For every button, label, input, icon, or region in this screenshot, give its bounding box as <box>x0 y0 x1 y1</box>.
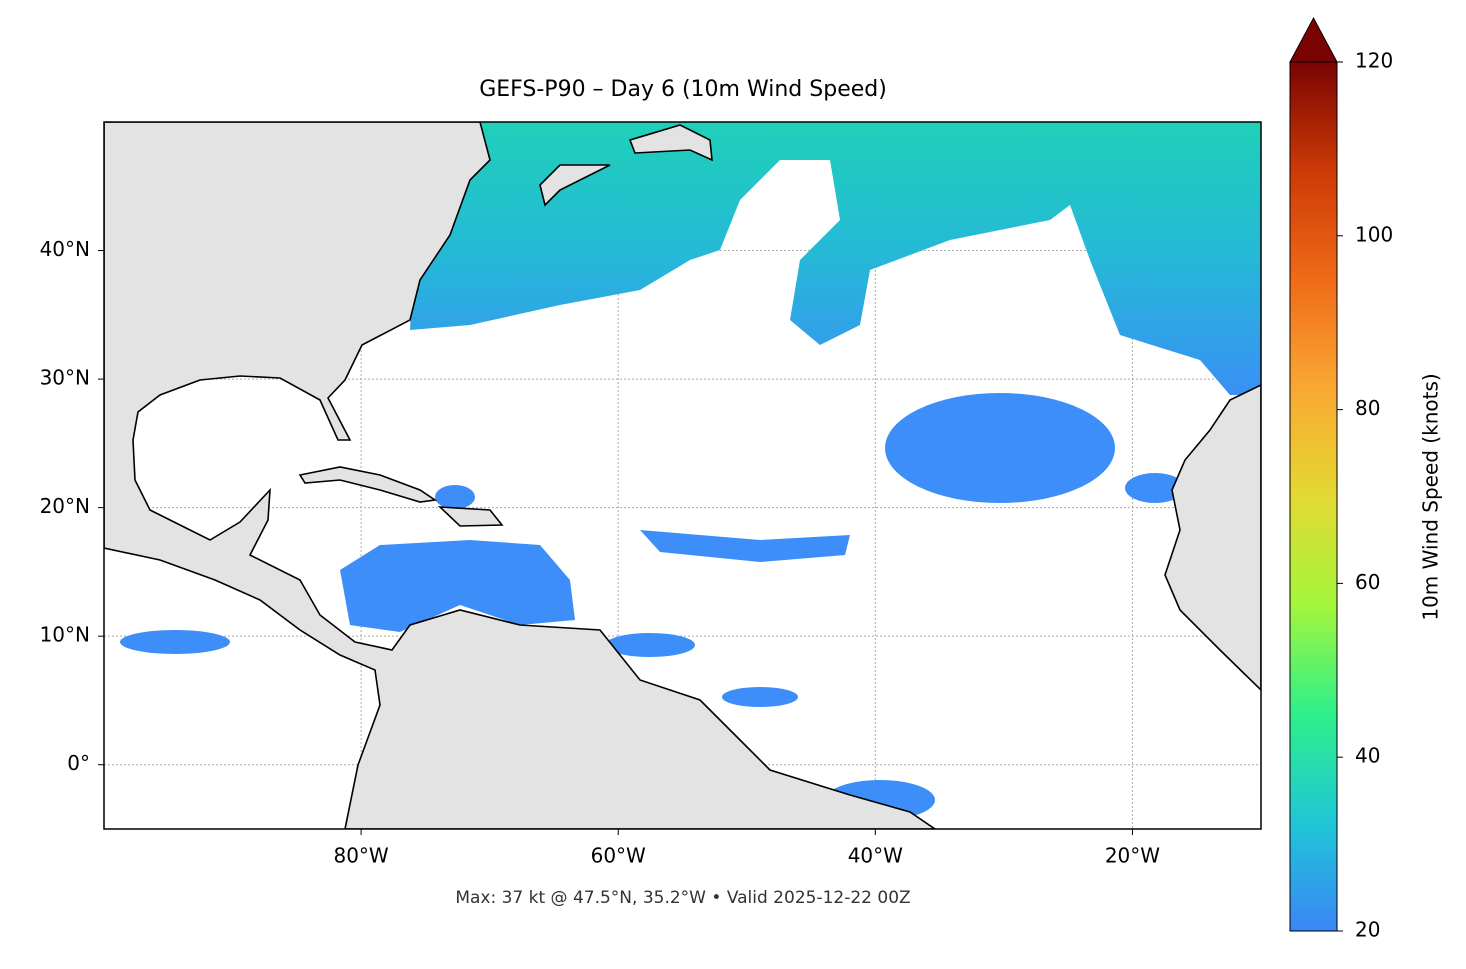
wind-field <box>605 633 695 657</box>
y-tick-label: 0° <box>67 751 90 775</box>
wind-field <box>340 540 575 632</box>
land <box>104 122 937 829</box>
colorbar-tick-label: 40 <box>1355 744 1380 768</box>
colorbar-tick-label: 60 <box>1355 570 1380 594</box>
wind-field <box>120 630 230 654</box>
x-tick-label: 60°W <box>591 844 646 868</box>
y-tick-label: 10°N <box>40 623 90 647</box>
wind-field <box>722 687 798 707</box>
x-tick-label: 40°W <box>848 844 903 868</box>
colorbar-extend <box>1289 16 1338 63</box>
y-tick-label: 30°N <box>40 366 90 390</box>
colorbar-label: 10m Wind Speed (knots) <box>1419 373 1443 620</box>
annotation: Max: 37 kt @ 47.5°N, 35.2°W • Valid 2025… <box>455 888 910 908</box>
chart-title: GEFS-P90 – Day 6 (10m Wind Speed) <box>479 77 887 102</box>
land <box>539 164 611 207</box>
colorbar-tick-label: 120 <box>1355 49 1393 73</box>
land <box>298 466 438 503</box>
plot-frame <box>103 121 1262 830</box>
colorbar-tick-label: 100 <box>1355 222 1393 246</box>
land <box>1164 384 1261 692</box>
land <box>628 124 713 162</box>
colorbar-tick-label: 20 <box>1355 918 1380 942</box>
colorbar-tick-label: 80 <box>1355 396 1380 420</box>
land <box>437 506 504 527</box>
x-tick-label: 20°W <box>1105 844 1160 868</box>
colorbar <box>1289 61 1338 932</box>
wind-field <box>410 122 1261 395</box>
wind-field <box>885 393 1115 503</box>
map-area <box>104 122 1261 829</box>
y-tick-label: 20°N <box>40 494 90 518</box>
wind-field <box>640 530 850 562</box>
y-tick-label: 40°N <box>40 237 90 261</box>
wind-field <box>435 485 475 509</box>
x-tick-label: 80°W <box>333 844 388 868</box>
wind-field <box>1125 473 1185 503</box>
